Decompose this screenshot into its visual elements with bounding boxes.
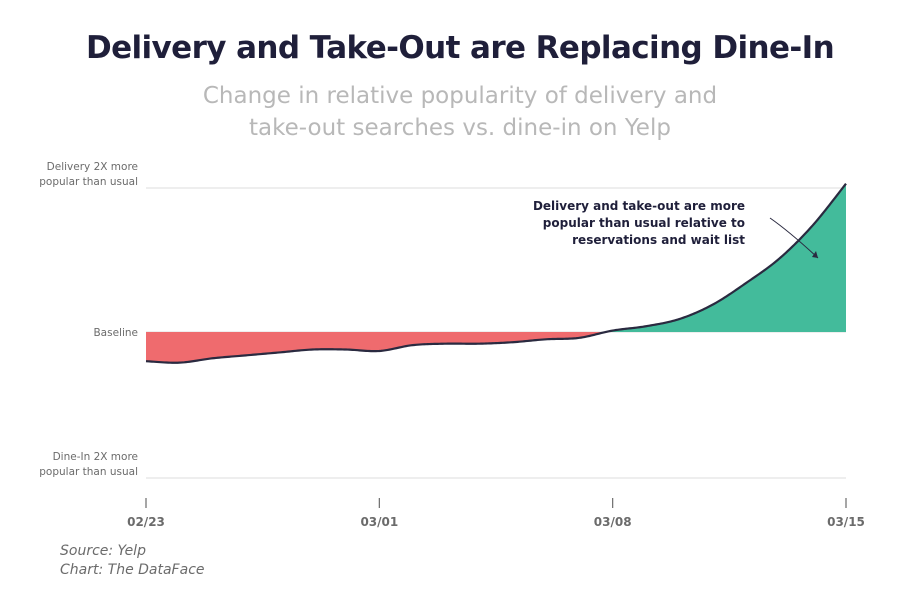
y-axis-label: popular than usual [39,466,138,478]
annotation-text: reservations and wait list [572,233,745,247]
chart-subtitle-line-2: take-out searches vs. dine-in on Yelp [249,115,671,141]
y-axis-label: Delivery 2X more [47,161,138,173]
series-line [145,183,847,364]
annotation-arrow-head [812,251,818,258]
annotation-text: Delivery and take-out are more [533,199,745,213]
x-tick-label: 03/01 [360,515,398,529]
x-tick-label: 03/08 [594,515,632,529]
chart-subtitle: Change in relative popularity of deliver… [160,80,760,144]
source-line: Source: Yelp [60,543,146,559]
negative-area [146,332,846,363]
x-tick-label: 03/15 [827,515,865,529]
annotation-text: popular than usual relative to [543,216,745,230]
chart-title: Delivery and Take-Out are Replacing Dine… [85,30,835,66]
y-axis-label: popular than usual [39,176,138,188]
x-tick-label: 02/23 [127,515,165,529]
positive-area [146,183,846,332]
y-axis-label: Baseline [93,327,138,339]
credit-line: Chart: The DataFace [60,562,205,578]
annotation-arrow-line [769,217,819,259]
y-axis-label: Dine-In 2X more [53,451,138,463]
chart-subtitle-line-1: Change in relative popularity of deliver… [202,83,718,109]
source-note: Source: Yelp Chart: The DataFace [60,542,205,580]
